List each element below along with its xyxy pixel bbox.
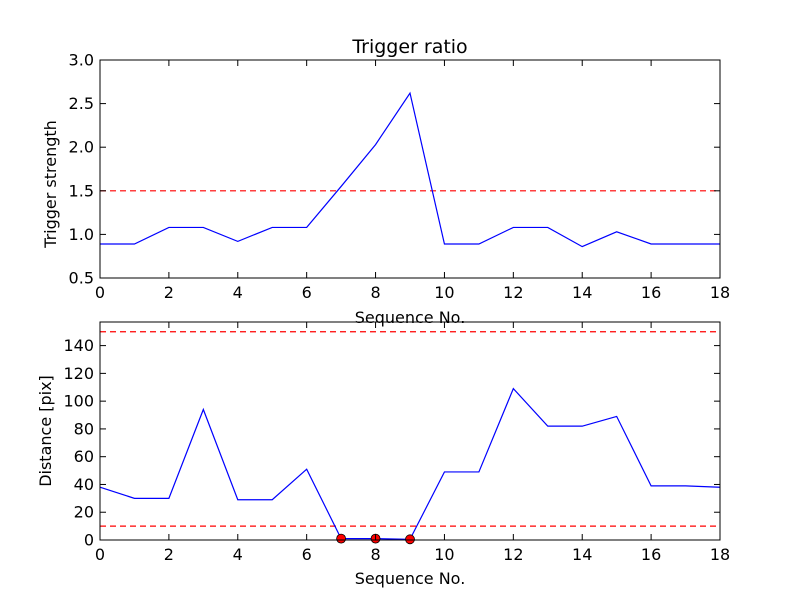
x-tick-label: 12: [503, 283, 523, 302]
y-tick-label: 40: [74, 475, 94, 494]
x-tick-label: 10: [434, 545, 454, 564]
x-tick-label: 16: [641, 545, 661, 564]
y-tick-label: 0.5: [69, 269, 94, 288]
y-tick-label: 3.0: [69, 51, 94, 70]
x-tick-label: 4: [233, 545, 243, 564]
y-tick-label: 2.5: [69, 94, 94, 113]
x-tick-label: 8: [370, 283, 380, 302]
x-tick-label: 18: [710, 283, 730, 302]
y-tick-label: 140: [63, 336, 94, 355]
y-tick-label: 120: [63, 364, 94, 383]
y-tick-label: 1.0: [69, 225, 94, 244]
x-tick-label: 12: [503, 545, 523, 564]
y-tick-label: 20: [74, 503, 94, 522]
x-tick-label: 6: [302, 283, 312, 302]
plot-frame: [99, 321, 721, 541]
series-line-0: [100, 91, 720, 248]
x-tick-label: 8: [370, 545, 380, 564]
data-point-marker: [336, 533, 347, 544]
y-tick-label: 80: [74, 419, 94, 438]
x-tick-label: 14: [572, 545, 592, 564]
x-tick-label: 6: [302, 545, 312, 564]
x-tick-label: 0: [95, 283, 105, 302]
y-tick-label: 0: [84, 531, 94, 550]
trigger-ratio-chart: Trigger ratio Sequence No. Trigger stren…: [41, 36, 730, 327]
x-axis-label: Sequence No.: [355, 569, 466, 588]
x-tick-label: 10: [434, 283, 454, 302]
x-tick-label: 14: [572, 283, 592, 302]
chart-title: Trigger ratio: [351, 36, 467, 58]
y-tick-label: 60: [74, 447, 94, 466]
x-tick-label: 4: [233, 283, 243, 302]
distance-chart: Sequence No. Distance [pix] 0 2 4 6 8 10 12 14 1…: [36, 321, 730, 588]
data-point-marker: [405, 534, 415, 545]
x-tick-label: 2: [164, 545, 174, 564]
y-tick-label: 100: [63, 392, 94, 411]
x-axis-label: Sequence No.: [355, 308, 466, 327]
plot-frame: [99, 59, 721, 279]
x-tick-label: 16: [641, 283, 661, 302]
x-tick-label: 18: [710, 545, 730, 564]
x-tick-label: 2: [164, 283, 174, 302]
y-tick-label: 1.5: [69, 181, 94, 200]
y-tick-label: 2.0: [69, 138, 94, 157]
y-axis-label: Distance [pix]: [36, 375, 55, 487]
y-axis-label: Trigger strength: [41, 120, 60, 249]
x-tick-label: 0: [95, 545, 105, 564]
